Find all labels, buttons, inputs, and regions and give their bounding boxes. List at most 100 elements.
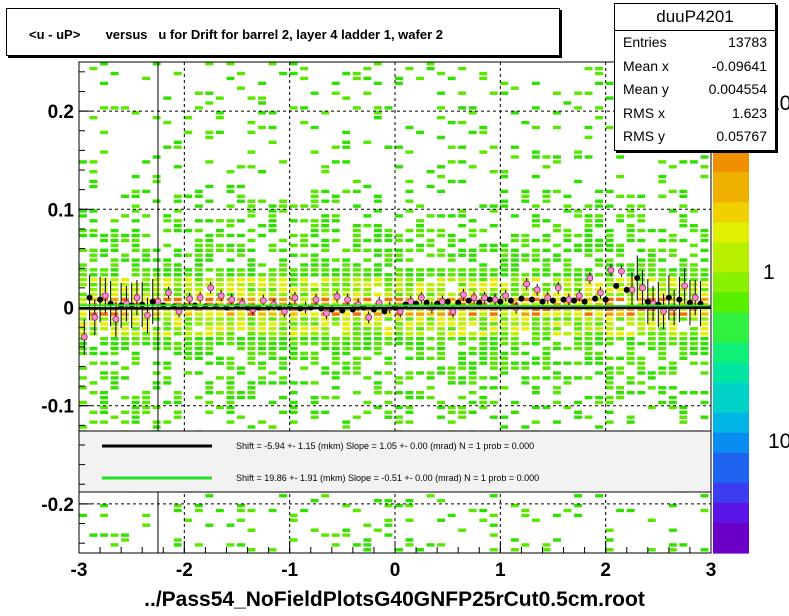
heatmap-cell [310,312,319,316]
heatmap-cell [142,513,151,518]
heatmap-cell [258,312,266,316]
heatmap-cell [342,533,351,537]
heatmap-cell [700,337,709,341]
heatmap-cell [679,337,688,341]
heatmap-cell [226,376,235,380]
black-profile-point [465,297,472,304]
heatmap-cell [363,548,372,552]
heatmap-cell [584,307,593,311]
heatmap-cell [194,332,203,336]
heatmap-cell [553,341,561,346]
heatmap-cell [616,312,625,316]
heatmap-cell [173,224,182,228]
heatmap-cell [268,312,277,316]
heatmap-cell [384,258,393,262]
heatmap-cell [289,391,298,395]
black-profile-point [686,299,693,306]
heatmap-cell [521,381,530,385]
heatmap-cell [542,165,551,169]
green-profile-point [628,286,636,294]
heatmap-cell [237,194,245,198]
heatmap-cell [595,337,603,341]
heatmap-cell [331,91,340,95]
heatmap-cell [205,160,214,164]
heatmap-cell [447,410,456,414]
green-profile-point [575,292,583,300]
heatmap-cell [616,391,625,395]
green-profile-point [502,292,510,300]
heatmap-cell [700,292,709,297]
heatmap-cell [500,332,509,336]
green-profile-point [481,294,488,302]
heatmap-cell [237,253,245,257]
heatmap-cell [668,317,677,321]
heatmap-cell [173,302,182,306]
heatmap-cell [405,66,414,71]
heatmap-cell [131,317,140,321]
heatmap-cell [500,81,509,85]
heatmap-cell [479,248,488,252]
heatmap-cell [226,381,235,385]
colorbar-bin [713,512,749,524]
heatmap-cell [531,224,540,228]
heatmap-cell [268,425,277,429]
heatmap-cell [289,312,298,316]
heatmap-cell [279,346,287,351]
heatmap-cell [426,170,435,174]
heatmap-cell [237,317,245,321]
heatmap-cell [626,263,635,267]
heatmap-cell [352,243,361,248]
heatmap-cell [563,292,572,297]
heatmap-cell [531,322,540,326]
heatmap-cell [173,283,182,287]
heatmap-cell [468,322,477,326]
black-profile-point [550,297,556,304]
heatmap-cell [658,278,667,282]
heatmap-cell [553,91,561,95]
heatmap-cell [616,371,625,375]
heatmap-cell [405,278,414,282]
heatmap-cell [679,258,688,262]
heatmap-cell [89,233,98,238]
heatmap-cell [142,268,151,272]
heatmap-cell [321,287,330,292]
heatmap-cell [226,337,235,341]
heatmap-cell [405,179,414,184]
heatmap-cell [226,317,235,321]
heatmap-cell [584,91,593,95]
heatmap-cell [416,317,424,321]
heatmap-cell [100,150,108,154]
heatmap-cell [626,233,635,238]
colorbar-bin [713,472,749,484]
heatmap-cell [205,346,214,351]
heatmap-cell [173,351,182,356]
heatmap-cell [121,538,129,542]
heatmap-cell [489,415,498,419]
heatmap-cell [373,278,382,282]
heatmap-cell [152,341,161,346]
heatmap-cell [489,523,498,527]
colorbar-bin [713,422,749,434]
heatmap-cell [458,214,467,218]
heatmap-cell [553,361,561,365]
heatmap-cell [468,376,477,380]
heatmap-cell [279,410,287,414]
heatmap-cell [258,337,266,341]
heatmap-cell [479,278,488,282]
heatmap-cell [363,258,372,262]
heatmap-cell [468,292,477,297]
heatmap-cell [658,160,667,164]
heatmap-cell [373,273,382,277]
heatmap-cell [616,243,625,248]
heatmap-cell [289,204,298,208]
heatmap-cell [152,155,161,159]
heatmap-cell [152,278,161,282]
heatmap-cell [458,381,467,385]
heatmap-cell [79,292,87,297]
heatmap-cell [416,233,424,238]
heatmap-cell [395,278,403,282]
heatmap-cell [595,351,603,356]
heatmap-cell [447,302,456,306]
heatmap-cell [416,322,424,326]
heatmap-cell [373,62,382,66]
